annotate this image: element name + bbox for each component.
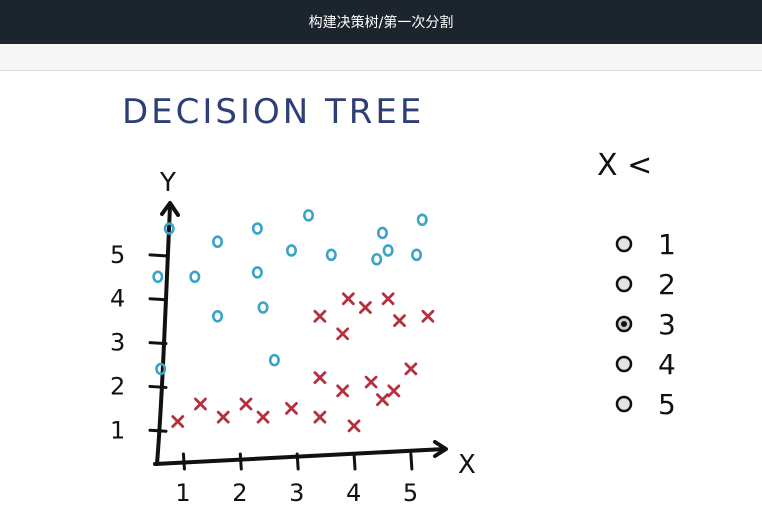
data-point-circle — [325, 248, 337, 262]
x-axis — [153, 447, 447, 466]
data-point-circle — [163, 222, 175, 235]
data-point-cross — [421, 309, 435, 323]
option-label: 2 — [658, 268, 676, 301]
x-axis-label: X — [458, 450, 476, 480]
data-point-cross — [358, 301, 372, 314]
data-point-circle — [152, 270, 164, 284]
y-axis — [155, 204, 172, 466]
data-point-cross — [256, 410, 270, 424]
x-tick-label: 4 — [346, 479, 361, 507]
data-point-circle — [371, 252, 383, 266]
option-1[interactable]: 1 — [615, 228, 676, 261]
option-label: 1 — [658, 228, 676, 261]
data-point-cross — [381, 292, 395, 306]
data-point-circle — [376, 226, 388, 240]
y-axis-label: Y — [159, 168, 176, 198]
data-point-cross — [393, 314, 406, 328]
data-point-circle — [251, 266, 263, 279]
y-tick — [148, 297, 168, 302]
data-point-circle — [212, 235, 224, 249]
x-axis-arrow — [433, 440, 448, 458]
y-tick — [148, 428, 168, 433]
y-tick-label: 2 — [110, 372, 125, 400]
x-tick — [409, 452, 414, 471]
data-point-cross — [347, 419, 361, 433]
x-tick-label: 3 — [289, 479, 304, 507]
option-4[interactable]: 4 — [615, 348, 676, 381]
data-point-circle — [189, 270, 201, 284]
y-tick-label: 5 — [110, 241, 125, 269]
window-title: 构建决策树/第一次分割 — [308, 15, 454, 31]
data-point-circle — [155, 362, 167, 376]
data-point-cross — [341, 292, 355, 306]
option-2[interactable]: 2 — [615, 268, 676, 301]
x-tick-label: 2 — [232, 479, 247, 507]
data-point-circle — [251, 222, 263, 235]
data-point-cross — [171, 415, 185, 428]
data-point-cross — [313, 371, 327, 385]
video-frame: DECISION TREE 1 2 3 4 5 1 2 3 4 5 X Y X < 1 2 3 4 5 — [0, 71, 762, 527]
radio-button[interactable] — [615, 275, 633, 293]
x-tick — [238, 452, 243, 471]
option-label: 5 — [658, 388, 676, 421]
option-label: 4 — [658, 348, 676, 381]
x-tick-label: 5 — [403, 479, 418, 507]
data-point-cross — [387, 384, 401, 398]
data-point-circle — [411, 248, 423, 262]
radio-button[interactable] — [615, 235, 633, 253]
data-point-cross — [364, 375, 378, 389]
data-point-cross — [376, 393, 389, 406]
y-tick-label: 3 — [110, 329, 125, 357]
option-label: 3 — [658, 308, 676, 341]
data-point-cross — [313, 309, 327, 323]
radio-button[interactable] — [615, 355, 633, 373]
radio-selected-dot — [621, 321, 627, 327]
x-tick — [181, 452, 186, 471]
data-point-cross — [313, 410, 327, 424]
y-tick — [148, 253, 168, 258]
y-tick-label: 1 — [110, 416, 125, 444]
data-point-cross — [404, 362, 418, 376]
y-tick — [148, 384, 168, 389]
option-3[interactable]: 3 — [615, 308, 676, 341]
y-axis-arrow — [160, 201, 180, 217]
x-tick-label: 1 — [175, 479, 190, 507]
title-bar: 构建决策树/第一次分割 — [0, 0, 762, 44]
data-point-circle — [268, 353, 280, 367]
data-point-circle — [303, 209, 315, 222]
data-point-cross — [194, 397, 207, 411]
threshold-options: 1 2 3 4 5 — [615, 228, 676, 421]
data-point-cross — [239, 397, 253, 411]
y-tick-label: 4 — [110, 285, 125, 313]
data-point-circle — [285, 244, 297, 257]
option-5[interactable]: 5 — [615, 388, 676, 421]
data-point-circle — [257, 301, 269, 314]
slide-title: DECISION TREE — [122, 92, 424, 132]
scatter-plot: 1 2 3 4 5 1 2 3 4 5 X Y — [110, 168, 476, 507]
data-point-cross — [216, 410, 230, 424]
x-tick — [295, 452, 300, 471]
y-tick — [148, 341, 168, 346]
toolbar-strip — [0, 44, 762, 71]
radio-button[interactable] — [615, 395, 633, 413]
whiteboard: DECISION TREE 1 2 3 4 5 1 2 3 4 5 X Y X < 1 2 3 4 5 — [110, 92, 676, 507]
data-point-circle — [382, 244, 394, 257]
data-point-circle — [416, 213, 428, 227]
data-point-circle — [212, 309, 224, 323]
data-point-cross — [336, 384, 350, 398]
question-label: X < — [597, 148, 652, 183]
data-point-cross — [285, 401, 298, 415]
data-point-cross — [336, 327, 350, 341]
x-tick — [352, 452, 357, 471]
